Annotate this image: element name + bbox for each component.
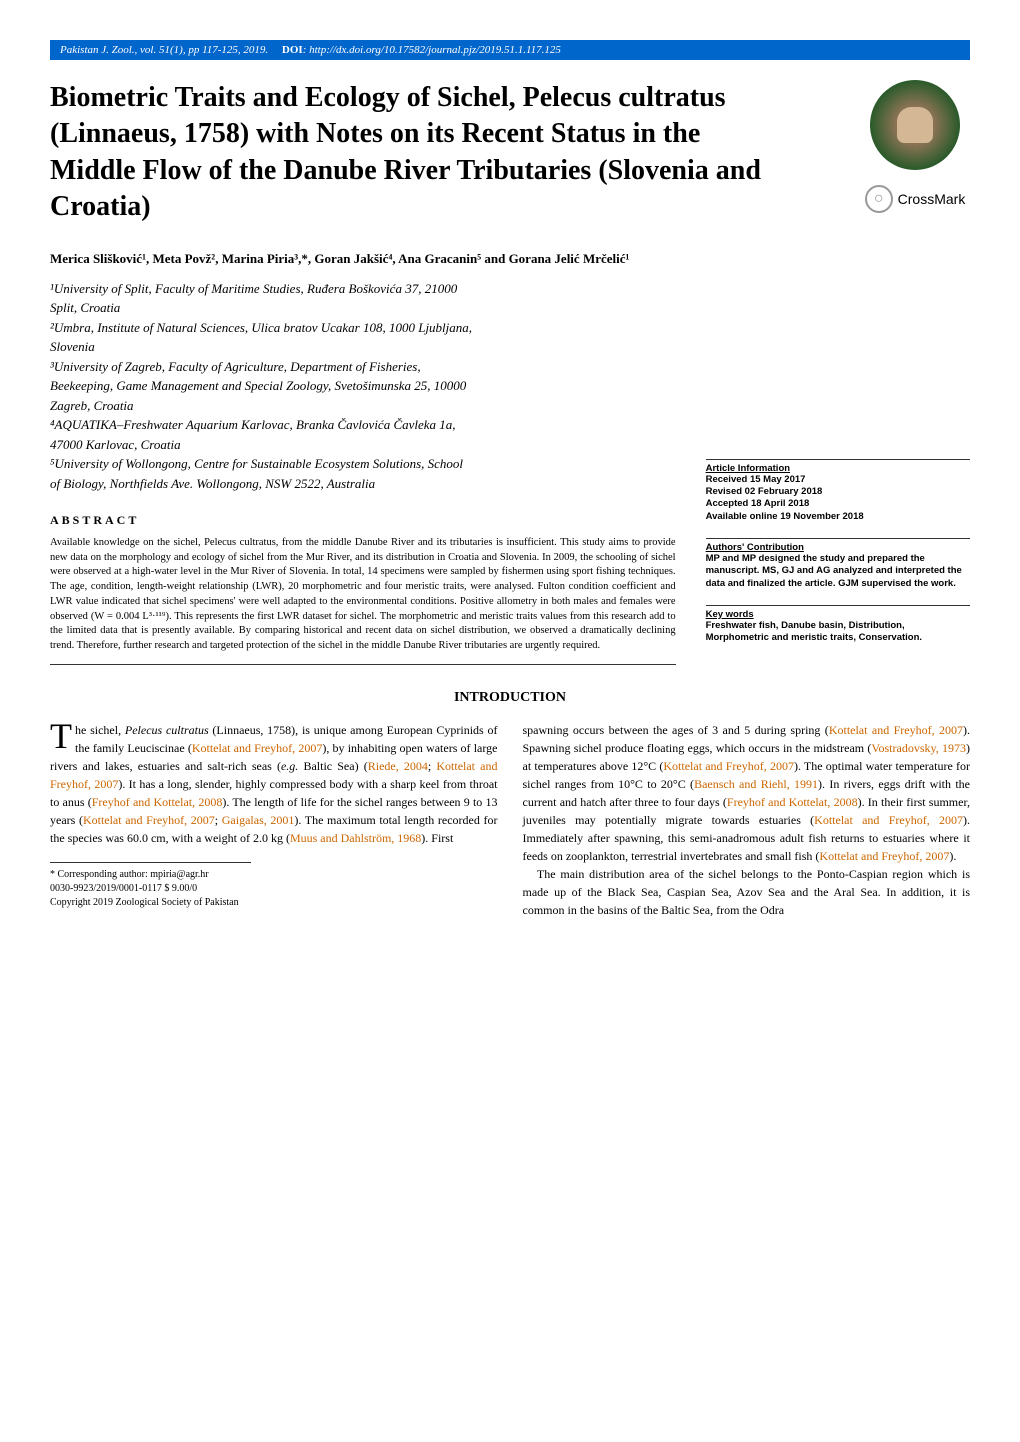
- journal-header-bar: Pakistan J. Zool., vol. 51(1), pp 117-12…: [50, 40, 970, 60]
- keywords-block: Key words Freshwater fish, Danube basin,…: [706, 605, 970, 645]
- corresponding-email: mpiria@agr.hr: [150, 869, 208, 880]
- accepted-date: Accepted 18 April 2018: [706, 498, 970, 510]
- issn-line: 0030-9923/2019/0001-0117 $ 9.00/0: [50, 883, 197, 894]
- crossmark-badge[interactable]: ○ CrossMark: [860, 185, 970, 213]
- revised-date: Revised 02 February 2018: [706, 486, 970, 498]
- intro-paragraph-2: spawning occurs between the ages of 3 an…: [523, 721, 971, 865]
- dropcap-letter: T: [50, 721, 75, 751]
- footnote-block: * Corresponding author: mpiria@agr.hr 00…: [50, 868, 498, 910]
- abstract-text: Available knowledge on the sichel, Pelec…: [50, 536, 676, 665]
- citation: Baensch and Riehl, 1991: [694, 777, 818, 791]
- article-title: Biometric Traits and Ecology of Sichel, …: [50, 80, 768, 226]
- introduction-heading: INTRODUCTION: [50, 690, 970, 706]
- logo-column: ○ CrossMark: [860, 80, 970, 213]
- affiliation-1: ¹University of Split, Faculty of Maritim…: [50, 279, 475, 318]
- citation: Kottelat and Freyhof, 2007: [663, 759, 794, 773]
- received-date: Received 15 May 2017: [706, 474, 970, 486]
- intro-paragraph-1: The sichel, Pelecus cultratus (Linnaeus,…: [50, 721, 498, 847]
- citation: Kottelat and Freyhof, 2007: [83, 813, 215, 827]
- abstract-heading: ABSTRACT: [50, 513, 676, 528]
- doi-label: DOI: [282, 44, 303, 56]
- intro-paragraph-3: The main distribution area of the sichel…: [523, 865, 971, 919]
- main-left-column: ¹University of Split, Faculty of Maritim…: [50, 279, 676, 690]
- footnote-separator: [50, 862, 251, 863]
- citation: Riede, 2004: [368, 759, 428, 773]
- sidebar-column: Article Information Received 15 May 2017…: [706, 279, 970, 690]
- citation: Kottelat and Freyhof, 2007: [819, 849, 949, 863]
- journal-citation: Pakistan J. Zool., vol. 51(1), pp 117-12…: [60, 44, 268, 56]
- society-logo-icon: [870, 80, 960, 170]
- doi-text: : http://dx.doi.org/10.17582/journal.pjz…: [303, 44, 561, 56]
- citation: Kottelat and Freyhof, 2007: [814, 813, 963, 827]
- citation: Kottelat and Freyhof, 2007: [829, 723, 963, 737]
- copyright-line: Copyright 2019 Zoological Society of Pak…: [50, 897, 239, 908]
- online-date: Available online 19 November 2018: [706, 511, 970, 523]
- citation: Muus and Dahlström, 1968: [290, 831, 421, 845]
- crossmark-label: CrossMark: [898, 191, 966, 207]
- authors-contribution-heading: Authors' Contribution: [706, 542, 970, 553]
- affiliations-block: ¹University of Split, Faculty of Maritim…: [50, 279, 475, 494]
- article-info-body: Received 15 May 2017 Revised 02 February…: [706, 474, 970, 523]
- authors-contribution-block: Authors' Contribution MP and MP designed…: [706, 538, 970, 590]
- introduction-body: The sichel, Pelecus cultratus (Linnaeus,…: [50, 721, 970, 919]
- article-info-heading: Article Information: [706, 463, 970, 474]
- citation: Kottelat and Freyhof, 2007: [192, 741, 323, 755]
- authors-contribution-text: MP and MP designed the study and prepare…: [706, 553, 970, 590]
- article-info-block: Article Information Received 15 May 2017…: [706, 459, 970, 523]
- crossmark-icon: ○: [865, 185, 893, 213]
- citation: Freyhof and Kottelat, 2008: [92, 795, 223, 809]
- affiliation-4: ⁴AQUATIKA–Freshwater Aquarium Karlovac, …: [50, 415, 475, 454]
- keywords-text: Freshwater fish, Danube basin, Distribut…: [706, 620, 970, 645]
- affiliation-3: ³University of Zagreb, Faculty of Agricu…: [50, 357, 475, 416]
- keywords-heading: Key words: [706, 609, 970, 620]
- affiliation-5: ⁵University of Wollongong, Centre for Su…: [50, 454, 475, 493]
- corresponding-label: * Corresponding author:: [50, 869, 150, 880]
- citation: Freyhof and Kottelat, 2008: [727, 795, 858, 809]
- citation: Gaigalas, 2001: [222, 813, 295, 827]
- author-list: Merica Slišković¹, Meta Povž², Marina Pi…: [50, 251, 768, 267]
- affiliation-2: ²Umbra, Institute of Natural Sciences, U…: [50, 318, 475, 357]
- citation: Vostradovsky, 1973: [871, 741, 966, 755]
